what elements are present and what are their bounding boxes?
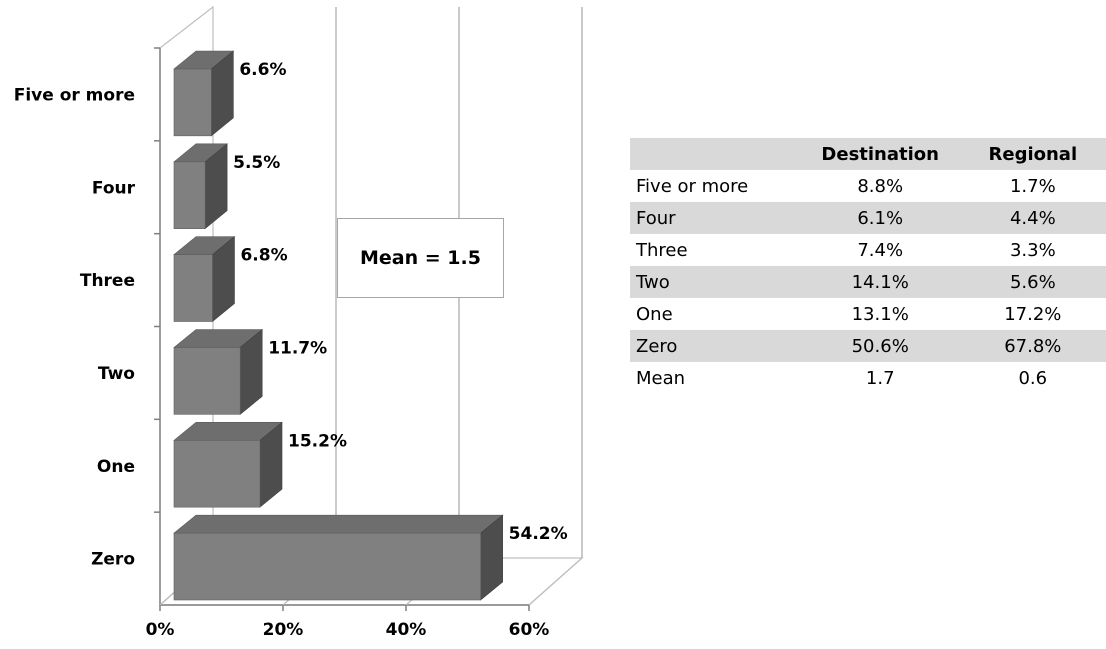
destination-value: 7.4%	[857, 239, 904, 261]
category-label: Four	[92, 178, 136, 198]
destination-value: 1.7	[865, 367, 895, 389]
x-axis-ticks: 0% 20% 40% 60%	[146, 47, 550, 640]
table-row: Zero 50.6% 67.8%	[630, 330, 1106, 362]
destination-value: 50.6%	[800, 330, 960, 362]
bar-front-face	[173, 347, 241, 415]
table-header-regional: Regional	[959, 138, 1106, 170]
row-label: One	[636, 303, 673, 325]
table-row: Two 14.1% 5.6%	[630, 266, 1106, 298]
table-row: Five or more 8.8% 1.7%	[630, 170, 1106, 202]
category-label: One	[97, 457, 135, 477]
table-header-row: Destination Regional	[630, 138, 1106, 170]
regional-value: 4.4%	[959, 202, 1106, 234]
regional-value: 0.6	[1018, 367, 1048, 389]
row-label: Mean	[636, 367, 686, 389]
x-tick-label: 0%	[146, 620, 175, 640]
bar	[173, 514, 504, 601]
bar	[173, 421, 283, 508]
regional-value: 3.3%	[1009, 239, 1056, 261]
bar	[173, 328, 264, 415]
row-label: Zero	[630, 330, 801, 362]
row-label: Three	[636, 239, 688, 261]
destination-value: 14.1%	[800, 266, 960, 298]
row-label: Four	[630, 202, 801, 234]
x-tick-label: 20%	[263, 620, 304, 640]
bar-front-face	[173, 161, 206, 229]
table-row: Three 7.4% 3.3%	[630, 234, 1106, 266]
bar	[173, 236, 236, 323]
data-label: 54.2%	[509, 524, 568, 544]
summary-table: Destination Regional Five or more 8.8% 1…	[630, 138, 1106, 394]
table-header-destination: Destination	[800, 138, 960, 170]
x-tick-label: 40%	[386, 620, 427, 640]
mean-annotation: Mean = 1.5	[337, 218, 504, 298]
chart-bars	[173, 50, 504, 601]
data-label: 11.7%	[268, 338, 327, 358]
table-row: Mean 1.7 0.6	[630, 362, 1106, 394]
bar	[173, 143, 228, 230]
row-label: Two	[630, 266, 801, 298]
data-label: 15.2%	[288, 431, 347, 451]
category-label: Zero	[91, 550, 135, 570]
bar-top-face	[173, 514, 504, 534]
destination-value: 8.8%	[857, 175, 904, 197]
category-label: Three	[80, 271, 135, 291]
bar-front-face	[173, 532, 481, 601]
bar-front-face	[173, 440, 261, 508]
regional-value: 67.8%	[959, 330, 1106, 362]
data-label: 6.6%	[239, 60, 286, 80]
data-labels: 6.6% 5.5% 6.8% 11.7% 15.2% 54.2%	[233, 60, 568, 544]
data-label: 5.5%	[233, 153, 280, 173]
category-labels: Five or more Four Three Two One Zero	[14, 85, 136, 569]
table-row: One 13.1% 17.2%	[630, 298, 1106, 330]
floor-gridline	[528, 557, 583, 606]
bar	[173, 50, 235, 137]
table-header-blank	[630, 138, 801, 170]
bar-front-face	[173, 68, 212, 137]
regional-value: 1.7%	[1009, 175, 1056, 197]
destination-value: 13.1%	[851, 303, 909, 325]
category-label: Five or more	[14, 85, 135, 105]
data-label: 6.8%	[240, 246, 287, 266]
regional-value: 5.6%	[959, 266, 1106, 298]
regional-value: 17.2%	[1004, 303, 1062, 325]
row-label: Five or more	[636, 175, 749, 197]
category-label: Two	[98, 364, 135, 384]
bar-front-face	[173, 254, 213, 322]
destination-value: 6.1%	[800, 202, 960, 234]
table-row: Four 6.1% 4.4%	[630, 202, 1106, 234]
x-tick-label: 60%	[509, 620, 550, 640]
